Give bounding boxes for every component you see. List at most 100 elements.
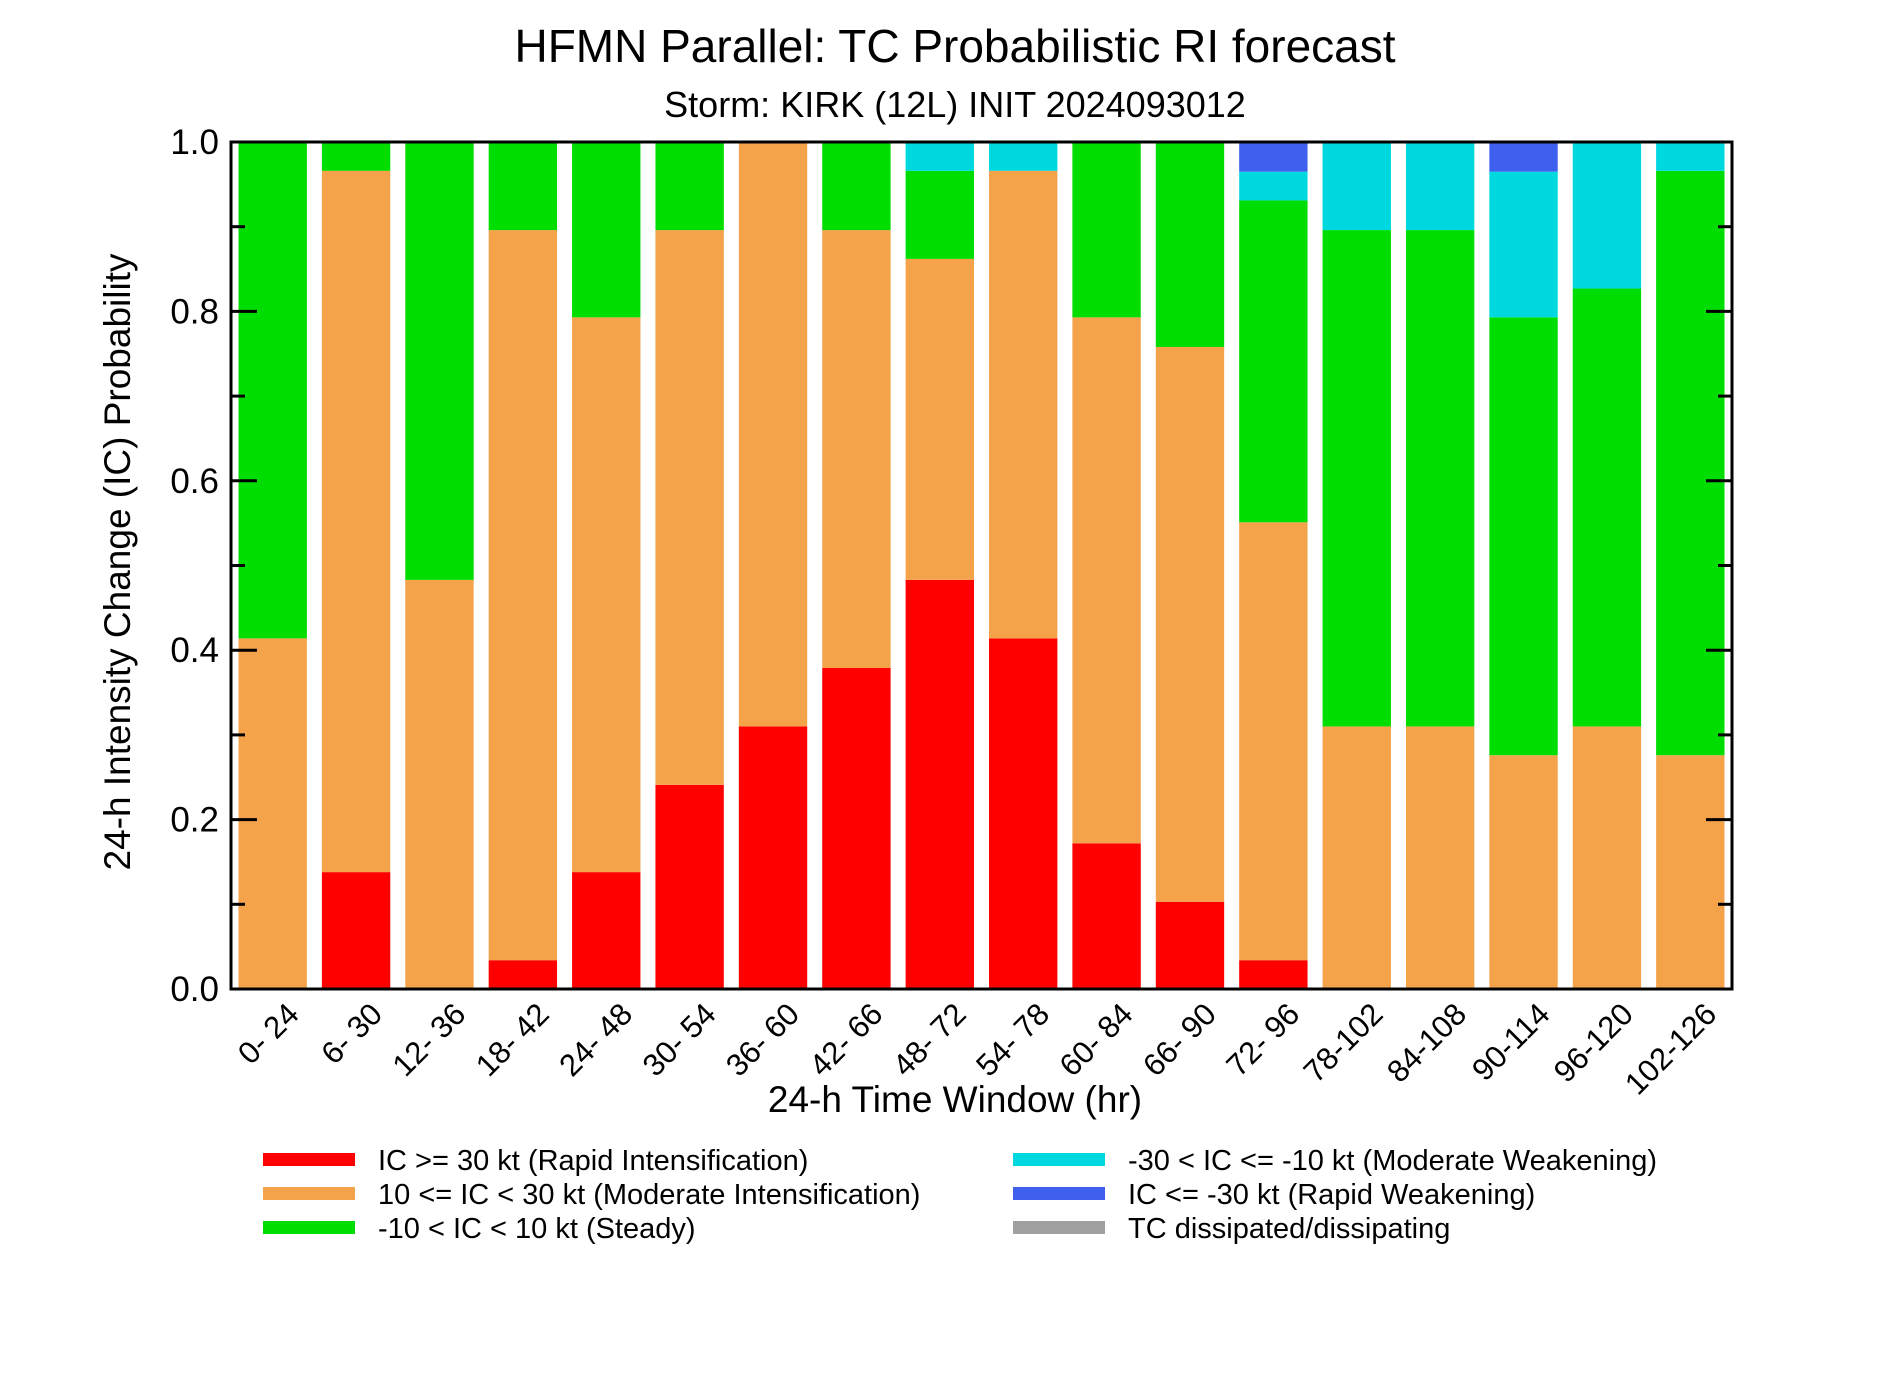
legend-swatch <box>263 1153 355 1166</box>
bar-segment <box>488 230 558 961</box>
x-tick-label: 90-114 <box>1465 996 1556 1087</box>
bar-segment <box>1239 960 1308 989</box>
bar-segment <box>1405 726 1475 989</box>
legend-item: IC <= -30 kt (Rapid Weakening) <box>1013 1179 1535 1211</box>
bar-segment <box>1489 142 1558 172</box>
legend-label: IC >= 30 kt (Rapid Intensification) <box>378 1145 808 1177</box>
bar-segment <box>738 726 808 989</box>
bar-segment <box>1155 142 1225 347</box>
bar-segment <box>655 230 724 785</box>
bar-segment <box>989 638 1058 989</box>
bar-segment <box>405 579 474 989</box>
bar-segment <box>488 142 558 231</box>
bar-segment <box>989 142 1058 171</box>
y-tick-label: 0.2 <box>170 801 219 840</box>
bar-segment <box>1239 522 1308 961</box>
x-tick-label: 24- 48 <box>552 996 639 1083</box>
bar-segment <box>1405 230 1475 727</box>
bar-segment <box>1656 755 1725 989</box>
bar-segment <box>321 142 391 171</box>
bar-segment <box>1572 142 1642 289</box>
x-tick-label: 78-102 <box>1297 996 1390 1089</box>
x-tick-label: 42- 66 <box>802 996 889 1083</box>
x-tick-label: 84-108 <box>1380 996 1473 1089</box>
bar-segment <box>1072 843 1141 989</box>
bar-segment <box>1239 200 1308 523</box>
bar-segment <box>405 142 474 580</box>
x-tick-label: 54- 78 <box>969 996 1056 1083</box>
legend-item: -10 < IC < 10 kt (Steady) <box>263 1213 696 1245</box>
x-tick-label: 48- 72 <box>886 996 973 1083</box>
bar-segment <box>572 872 641 989</box>
bar-segment <box>989 170 1058 639</box>
bar-segment <box>655 142 724 231</box>
chart-title: HFMN Parallel: TC Probabilistic RI forec… <box>514 20 1395 72</box>
bar-segment <box>1489 317 1558 756</box>
legend-label: -30 < IC <= -10 kt (Moderate Weakening) <box>1128 1145 1657 1177</box>
y-axis-label: 24-h Intensity Change (IC) Probability <box>97 253 138 870</box>
legend-swatch <box>263 1221 355 1234</box>
bar-segment <box>738 142 808 727</box>
bar-segment <box>655 784 724 989</box>
legend-label: IC <= -30 kt (Rapid Weakening) <box>1128 1179 1535 1211</box>
bar-segment <box>488 960 558 989</box>
bar-segment <box>1489 171 1558 318</box>
bar-segment <box>1322 142 1391 231</box>
bar-segment <box>1322 726 1391 989</box>
x-tick-label: 102-126 <box>1618 996 1723 1101</box>
y-tick-labels: 0.0 0.2 0.4 0.6 0.8 1.0 <box>170 123 219 1009</box>
bar-segment <box>905 258 974 580</box>
bar-segment <box>1155 346 1225 902</box>
bar-segment <box>1072 317 1141 844</box>
legend-item: IC >= 30 kt (Rapid Intensification) <box>263 1145 808 1177</box>
bar-segment <box>822 142 891 231</box>
bar-segment <box>905 579 974 989</box>
bar-segment <box>1405 142 1475 231</box>
x-tick-label: 12- 36 <box>386 996 473 1083</box>
bar-segment <box>1572 288 1642 727</box>
bar-segment <box>1656 170 1725 756</box>
y-tick-label: 0.4 <box>170 631 219 670</box>
bar-segment <box>572 142 641 318</box>
x-tick-label: 72- 96 <box>1219 996 1306 1083</box>
bars-layer <box>238 142 1725 989</box>
bar-segment <box>905 142 974 171</box>
legend-item: -30 < IC <= -10 kt (Moderate Weakening) <box>1013 1145 1657 1177</box>
axes-layer <box>229 140 1734 991</box>
bar-segment <box>572 317 641 873</box>
bar-segment <box>1239 142 1308 172</box>
x-tick-label: 36- 60 <box>719 996 806 1083</box>
legend-item: TC dissipated/dissipating <box>1013 1213 1450 1245</box>
bar-segment <box>822 230 891 668</box>
legend-swatch <box>263 1187 355 1200</box>
legend-label: 10 <= IC < 30 kt (Moderate Intensificati… <box>378 1179 920 1211</box>
x-tick-label: 60- 84 <box>1053 996 1140 1083</box>
bar-segment <box>321 170 391 873</box>
x-tick-label: 30- 54 <box>636 996 723 1083</box>
bar-segment <box>238 638 307 989</box>
legend-swatch <box>1013 1221 1105 1234</box>
y-tick-label: 0.6 <box>170 462 219 501</box>
y-tick-label: 0.8 <box>170 292 219 331</box>
bar-segment <box>905 170 974 259</box>
bar-segment <box>1656 142 1725 171</box>
x-tick-label: 18- 42 <box>469 996 556 1083</box>
x-axis-label: 24-h Time Window (hr) <box>768 1079 1142 1120</box>
legend-swatch <box>1013 1153 1105 1166</box>
bar-segment <box>822 667 891 989</box>
bar-segment <box>1572 726 1642 989</box>
legend-swatch <box>1013 1187 1105 1200</box>
legend-item: 10 <= IC < 30 kt (Moderate Intensificati… <box>263 1179 920 1211</box>
y-tick-label: 0.0 <box>170 970 219 1009</box>
bar-segment <box>238 142 307 639</box>
legend-label: -10 < IC < 10 kt (Steady) <box>378 1213 696 1245</box>
chart-subtitle: Storm: KIRK (12L) INIT 2024093012 <box>664 84 1246 125</box>
legend: IC >= 30 kt (Rapid Intensification)10 <=… <box>263 1145 1657 1245</box>
legend-label: TC dissipated/dissipating <box>1128 1213 1450 1245</box>
bar-segment <box>1489 755 1558 989</box>
x-tick-label: 0- 24 <box>231 996 306 1071</box>
bar-segment <box>1239 171 1308 201</box>
bar-segment <box>1155 901 1225 989</box>
bar-segment <box>1072 142 1141 318</box>
